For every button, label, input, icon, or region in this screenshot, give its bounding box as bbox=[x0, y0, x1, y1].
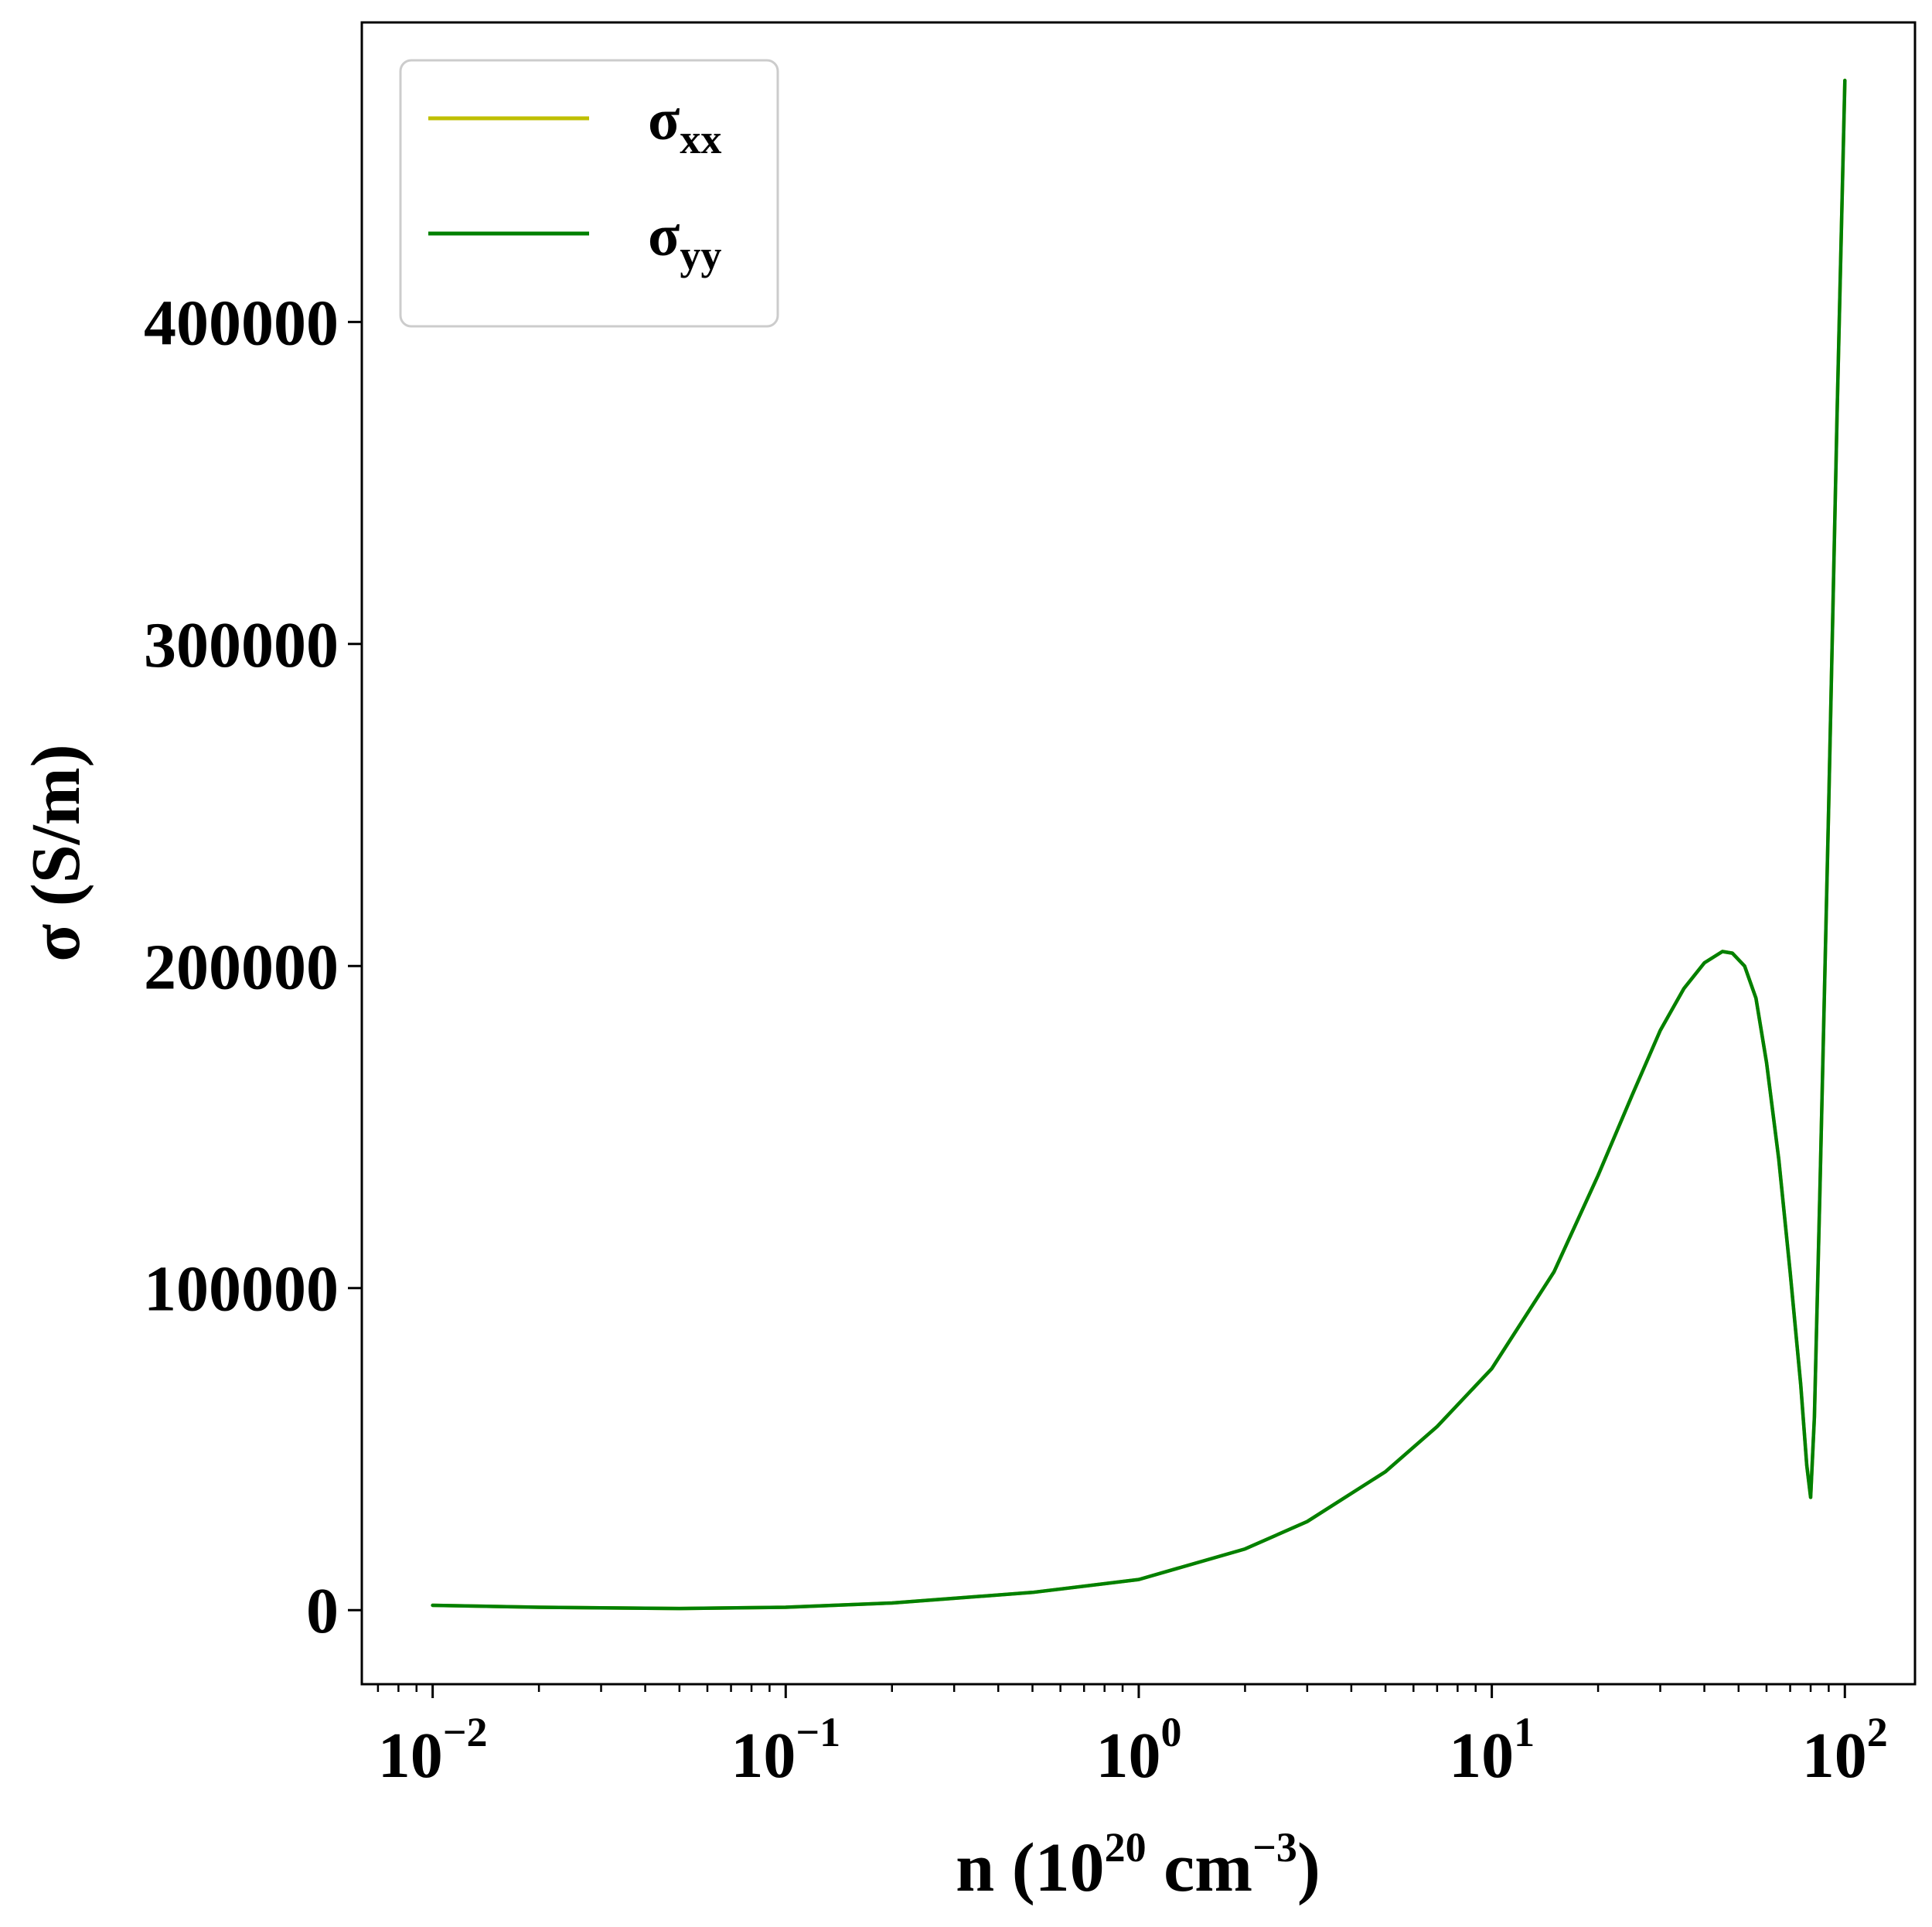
x-tick-label-base: 10 bbox=[731, 1720, 796, 1792]
x-tick-label-exp: −1 bbox=[796, 1709, 840, 1755]
x-tick-label-base: 10 bbox=[378, 1720, 443, 1792]
x-tick-label: 10−2 bbox=[378, 1709, 488, 1792]
x-tick-label-base: 10 bbox=[1802, 1720, 1867, 1792]
x-axis: 10−2 10−1 100 101 102 bbox=[377, 1684, 1888, 1792]
y-tick-label: 100000 bbox=[144, 1253, 339, 1325]
x-tick-label-exp: 0 bbox=[1160, 1709, 1181, 1755]
x-axis-title-mid: cm bbox=[1147, 1830, 1252, 1906]
y-axis: 0 100000 200000 300000 400000 bbox=[144, 287, 362, 1647]
plot-area bbox=[431, 78, 1847, 1611]
x-tick-label-base: 10 bbox=[1095, 1720, 1160, 1792]
y-tick-label: 200000 bbox=[144, 931, 339, 1003]
legend-label-yy-sub: yy bbox=[680, 232, 721, 278]
y-axis-title: σ (S/m) bbox=[18, 744, 94, 961]
legend-label-xx-sub: xx bbox=[680, 116, 721, 162]
x-axis-title-end: ) bbox=[1297, 1830, 1320, 1906]
x-tick-label: 100 bbox=[1095, 1709, 1181, 1792]
x-tick-label: 102 bbox=[1802, 1709, 1888, 1792]
x-axis-title-sup2: −3 bbox=[1252, 1824, 1297, 1871]
x-axis-title-sup1: 20 bbox=[1105, 1824, 1147, 1871]
x-tick-label-base: 10 bbox=[1449, 1720, 1514, 1792]
x-tick-label: 101 bbox=[1449, 1709, 1535, 1792]
y-tick-label: 300000 bbox=[144, 609, 339, 681]
legend: σxx σyy bbox=[399, 59, 779, 328]
y-tick-label: 400000 bbox=[144, 287, 339, 359]
legend-box bbox=[399, 59, 779, 328]
x-tick-label-exp: 2 bbox=[1867, 1709, 1888, 1755]
legend-label-yy-base: σ bbox=[648, 203, 680, 268]
legend-label-xx: σxx bbox=[648, 87, 721, 162]
y-tick-label: 0 bbox=[306, 1575, 339, 1647]
x-tick-label: 10−1 bbox=[731, 1709, 840, 1792]
legend-label-yy: σyy bbox=[648, 203, 721, 278]
legend-label-xx-base: σ bbox=[648, 87, 680, 152]
series-line-yy bbox=[431, 78, 1847, 1611]
x-axis-title: n (1020 cm−3) bbox=[956, 1824, 1320, 1906]
x-tick-label-exp: 1 bbox=[1514, 1709, 1535, 1755]
x-axis-title-main: n (10 bbox=[956, 1830, 1105, 1906]
x-tick-label-exp: −2 bbox=[443, 1709, 488, 1755]
